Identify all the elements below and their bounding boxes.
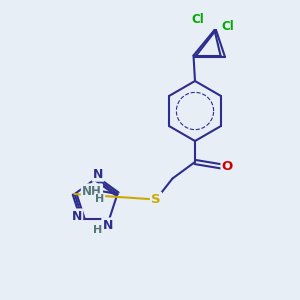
Text: H: H [93,225,103,235]
Text: H: H [95,194,104,204]
Text: Cl: Cl [192,13,204,26]
Text: N: N [103,219,113,232]
Text: N: N [93,167,103,181]
Text: O: O [222,160,233,173]
Text: Cl: Cl [222,20,234,34]
Text: NH: NH [82,184,102,197]
Text: N: N [72,210,82,223]
Text: S: S [151,193,161,206]
